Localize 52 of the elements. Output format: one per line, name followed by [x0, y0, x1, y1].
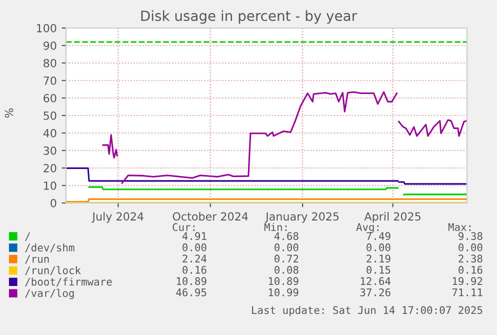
legend-label: /boot/firmware: [25, 278, 112, 286]
text: 9.38: [458, 232, 482, 240]
text: 19.92: [452, 277, 482, 286]
x-tick-label: April 2025: [364, 212, 420, 223]
y-tick-label: 80: [44, 58, 56, 68]
y-tick-label: 100: [36, 24, 56, 32]
text: 0.16: [458, 266, 482, 274]
text: 0.16: [182, 266, 206, 274]
y-tick-label: 90: [44, 41, 56, 50]
x-tick-label: October 2024: [172, 212, 248, 221]
text: Min:: [264, 222, 287, 231]
y-tick-label: 50: [44, 111, 56, 120]
text: 71.11: [452, 288, 482, 296]
text: 0.08: [274, 266, 298, 274]
y-tick-label: 30: [44, 146, 56, 155]
legend-label: /var/log: [25, 288, 74, 300]
text: Cur:: [172, 223, 195, 232]
text: Avg:: [356, 223, 379, 234]
y-tick-label: 0: [50, 198, 56, 208]
text: 2.24: [182, 254, 207, 262]
text: 2.19: [366, 254, 390, 263]
text: 4.68: [274, 232, 298, 240]
text: 2.38: [458, 254, 482, 263]
legend-label: /: [25, 232, 30, 241]
y-tick-label: 10: [44, 181, 56, 190]
x-tick-label: July 2024: [92, 212, 144, 223]
text: 10.89: [268, 277, 298, 286]
y-tick-label: 20: [44, 164, 56, 172]
text: 12.64: [360, 277, 391, 286]
text: 0.15: [366, 266, 390, 274]
legend-label: /run/lock: [25, 266, 81, 276]
text: 46.95: [176, 288, 206, 296]
text: Max:: [448, 223, 471, 232]
text: 0.00: [458, 243, 482, 252]
chart-title: Disk usage in percent - by year: [141, 10, 358, 24]
legend-label: /dev/shm: [25, 243, 74, 252]
y-tick-label: 70: [44, 76, 56, 85]
text: 0.72: [274, 254, 298, 263]
text: Last update: Sat Jun 14 17:00:07 2025: [252, 306, 482, 316]
text: 10.99: [268, 288, 298, 296]
y-axis-title: %: [4, 108, 14, 118]
text: 0.00: [366, 243, 390, 252]
text: 37.26: [360, 288, 390, 296]
text: 4.91: [182, 232, 206, 240]
text: 0.00: [274, 243, 298, 252]
text: 0.00: [182, 243, 206, 252]
y-tick-label: 60: [44, 94, 56, 102]
text: 7.49: [366, 232, 390, 240]
y-tick-label: 40: [43, 128, 56, 138]
x-tick-label: January 2025: [265, 212, 339, 223]
text: 10.89: [176, 277, 206, 286]
legend-label: /run: [25, 255, 49, 264]
